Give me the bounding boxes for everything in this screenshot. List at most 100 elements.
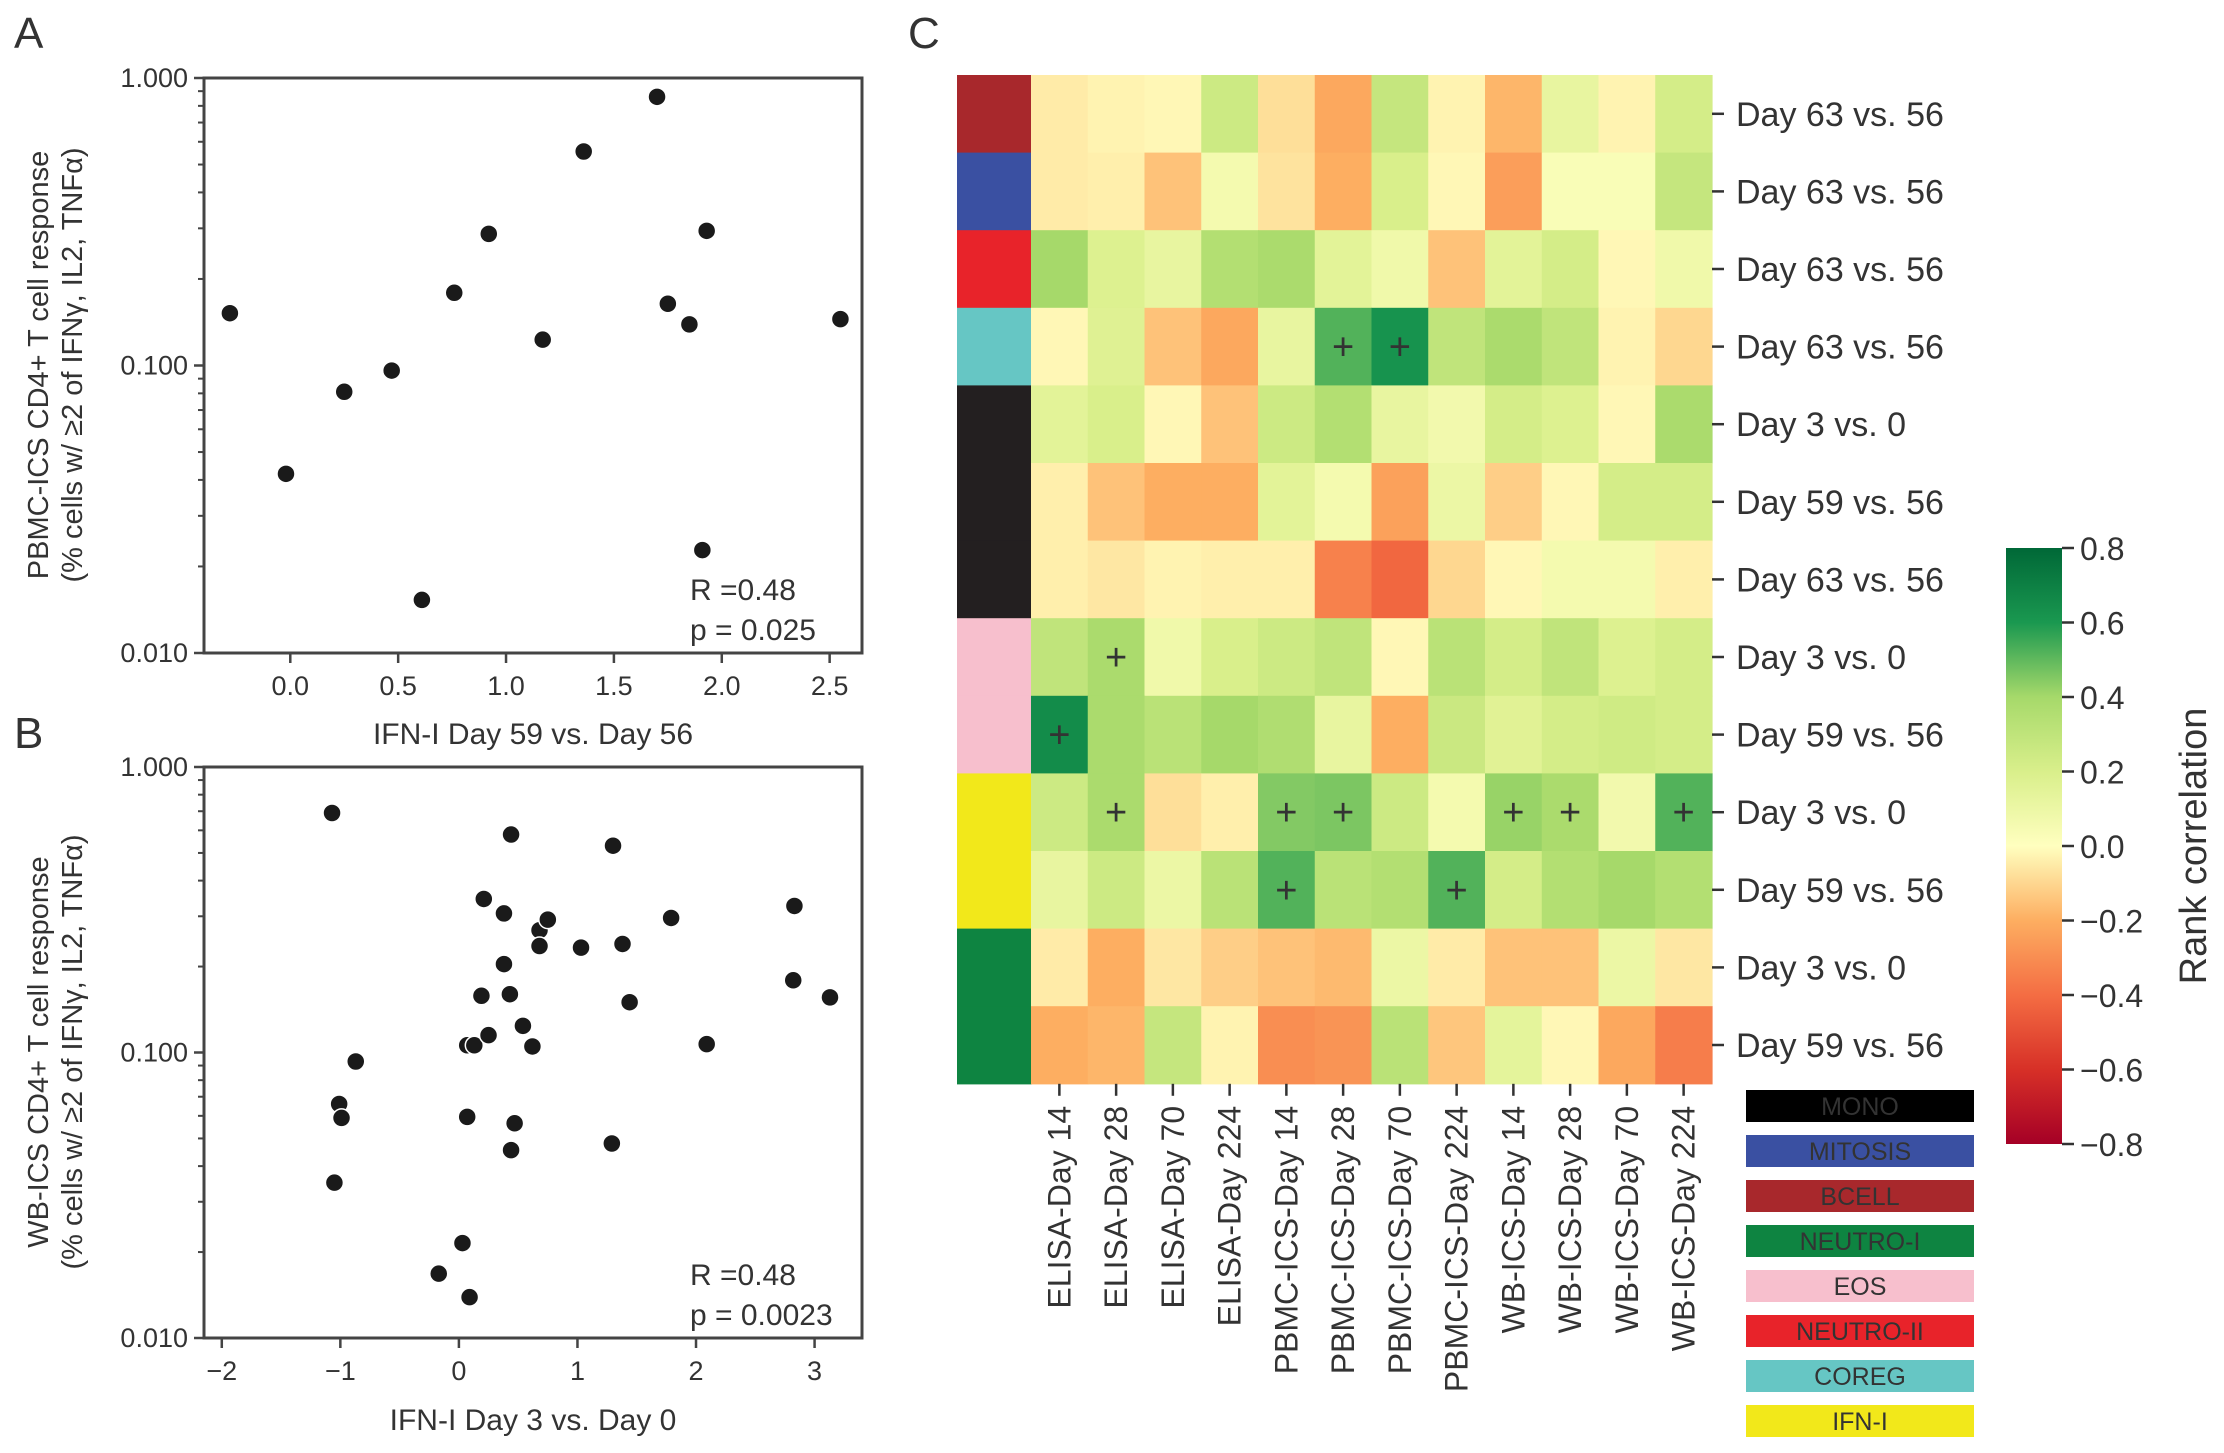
significance-marker: + <box>1275 870 1297 912</box>
annotation-p-b: p = 0.0023 <box>690 1299 833 1332</box>
heatmap-cell <box>1541 851 1600 930</box>
row-label: Day 59 vs. 56 <box>1736 484 1944 522</box>
annotation-p-a: p = 0.025 <box>690 614 816 647</box>
heatmap-cell <box>1485 1006 1543 1085</box>
heatmap-cell <box>1087 152 1146 231</box>
module-strip-cell <box>957 75 1032 154</box>
significance-marker: + <box>1332 792 1354 834</box>
row-label: Day 3 vs. 0 <box>1736 639 1906 677</box>
colorbar-tick-label: 0.6 <box>2080 606 2124 642</box>
heatmap-cell <box>1201 773 1259 852</box>
heatmap-cell <box>1655 540 1713 619</box>
scatter-point-b <box>538 909 558 930</box>
module-strip-cell <box>957 618 1032 697</box>
heatmap-cell <box>1598 695 1656 774</box>
module-strip-cell <box>957 928 1032 1007</box>
heatmap-cell <box>1201 307 1259 386</box>
heatmap-cell <box>1258 928 1316 1007</box>
heatmap-cell <box>1314 540 1373 619</box>
heatmap-cell <box>1314 773 1373 852</box>
heatmap-cell <box>1258 230 1316 309</box>
heatmap-cell <box>1314 385 1373 464</box>
column-label: WB-ICS-Day 28 <box>1552 1106 1588 1334</box>
y-tick-label-a: 0.100 <box>120 351 188 381</box>
heatmap-cell <box>1598 540 1656 619</box>
module-strip-cell <box>957 773 1032 852</box>
scatter-point-b <box>322 803 342 823</box>
heatmap-cell <box>1314 928 1373 1007</box>
significance-markers: + + + + + + + + + + + + <box>1048 327 1694 912</box>
scatter-point-a <box>679 314 700 335</box>
heatmap-cell <box>1201 851 1259 930</box>
column-label: ELISA-Day 224 <box>1212 1106 1248 1327</box>
panel-label-b: B <box>14 709 43 758</box>
colorbar-tick-label: 0.2 <box>2080 755 2124 791</box>
heatmap-cell <box>1087 695 1146 774</box>
heatmap-cell <box>1428 385 1486 464</box>
legend-swatch <box>1746 1225 1974 1257</box>
x-tick-label-b: −1 <box>325 1356 356 1386</box>
heatmap-cell <box>1031 75 1089 154</box>
heatmap-cell <box>1087 540 1146 619</box>
row-label: Day 63 vs. 56 <box>1736 561 1944 599</box>
scatter-point-a <box>658 293 678 314</box>
x-tick-label-b: 1 <box>570 1356 585 1386</box>
heatmap-cell <box>1144 928 1202 1007</box>
x-tick-label-a: 1.5 <box>595 671 633 701</box>
module-strip-cell <box>957 695 1032 774</box>
row-label: Day 59 vs. 56 <box>1736 1027 1944 1065</box>
scatter-point-b <box>571 937 591 958</box>
column-label: ELISA-Day 28 <box>1098 1106 1134 1309</box>
column-label: WB-ICS-Day 14 <box>1495 1106 1531 1334</box>
scatter-point-b <box>783 970 803 991</box>
panel-label-c: C <box>908 9 940 58</box>
heatmap-cell <box>1031 463 1089 542</box>
heatmap-cell <box>1541 307 1600 386</box>
heatmap-cell <box>1314 152 1373 231</box>
heatmap-cell <box>1144 75 1202 154</box>
heatmap-cell <box>1144 1006 1202 1085</box>
heatmap-cell <box>1258 695 1316 774</box>
heatmap-cell <box>1598 773 1656 852</box>
heatmap-cell <box>1371 75 1429 154</box>
heatmap-cell <box>1258 385 1316 464</box>
heatmap-cell <box>1598 75 1656 154</box>
heatmap-cell <box>1485 307 1543 386</box>
x-tick-label-b: 3 <box>807 1356 822 1386</box>
heatmap-cell <box>1655 1006 1713 1085</box>
scatter-point-a <box>647 87 667 107</box>
heatmap-cell <box>1428 851 1486 930</box>
heatmap-cells <box>1031 75 1713 1085</box>
axis-ticks-b: −2 −1 0 1 2 3 0.010 0.100 1.000 <box>120 752 822 1386</box>
heatmap-cell <box>1314 695 1373 774</box>
heatmap-cell <box>1031 230 1089 309</box>
heatmap-cell <box>1371 618 1429 697</box>
row-label: Day 63 vs. 56 <box>1736 251 1944 289</box>
heatmap-cell <box>1087 928 1146 1007</box>
scatter-panel-a: 0.0 0.5 1.0 1.5 2.0 2.5 0.010 0.100 1.000 R =0.4… <box>23 63 864 751</box>
heatmap-cell <box>1087 230 1146 309</box>
heatmap-cell <box>1031 773 1089 852</box>
heatmap-cell <box>1087 75 1146 154</box>
heatmap-cell <box>1031 540 1089 619</box>
heatmap-cell <box>1258 307 1316 386</box>
scatter-point-b <box>501 824 521 845</box>
heatmap-cell <box>1598 152 1656 231</box>
row-label: Day 63 vs. 56 <box>1736 96 1944 134</box>
column-label: PBMC-ICS-Day 70 <box>1382 1106 1418 1375</box>
column-label: WB-ICS-Day 224 <box>1666 1106 1702 1351</box>
scatter-point-b <box>661 908 681 928</box>
colorbar-tick-label: −0.8 <box>2080 1127 2143 1163</box>
heatmap-cell <box>1201 928 1259 1007</box>
heatmap-cell <box>1485 618 1543 697</box>
heatmap-cell <box>1598 307 1656 386</box>
colorbar-tick-label: 0.0 <box>2080 829 2124 865</box>
legend-swatch <box>1746 1135 1974 1167</box>
heatmap-cell <box>1031 618 1089 697</box>
heatmap-cell <box>1144 230 1202 309</box>
scatter-points-b <box>322 803 840 1307</box>
significance-marker: + <box>1105 792 1127 834</box>
colorbar-tick-label: −0.4 <box>2080 978 2143 1014</box>
heatmap-cell <box>1201 230 1259 309</box>
heatmap-cell <box>1201 463 1259 542</box>
